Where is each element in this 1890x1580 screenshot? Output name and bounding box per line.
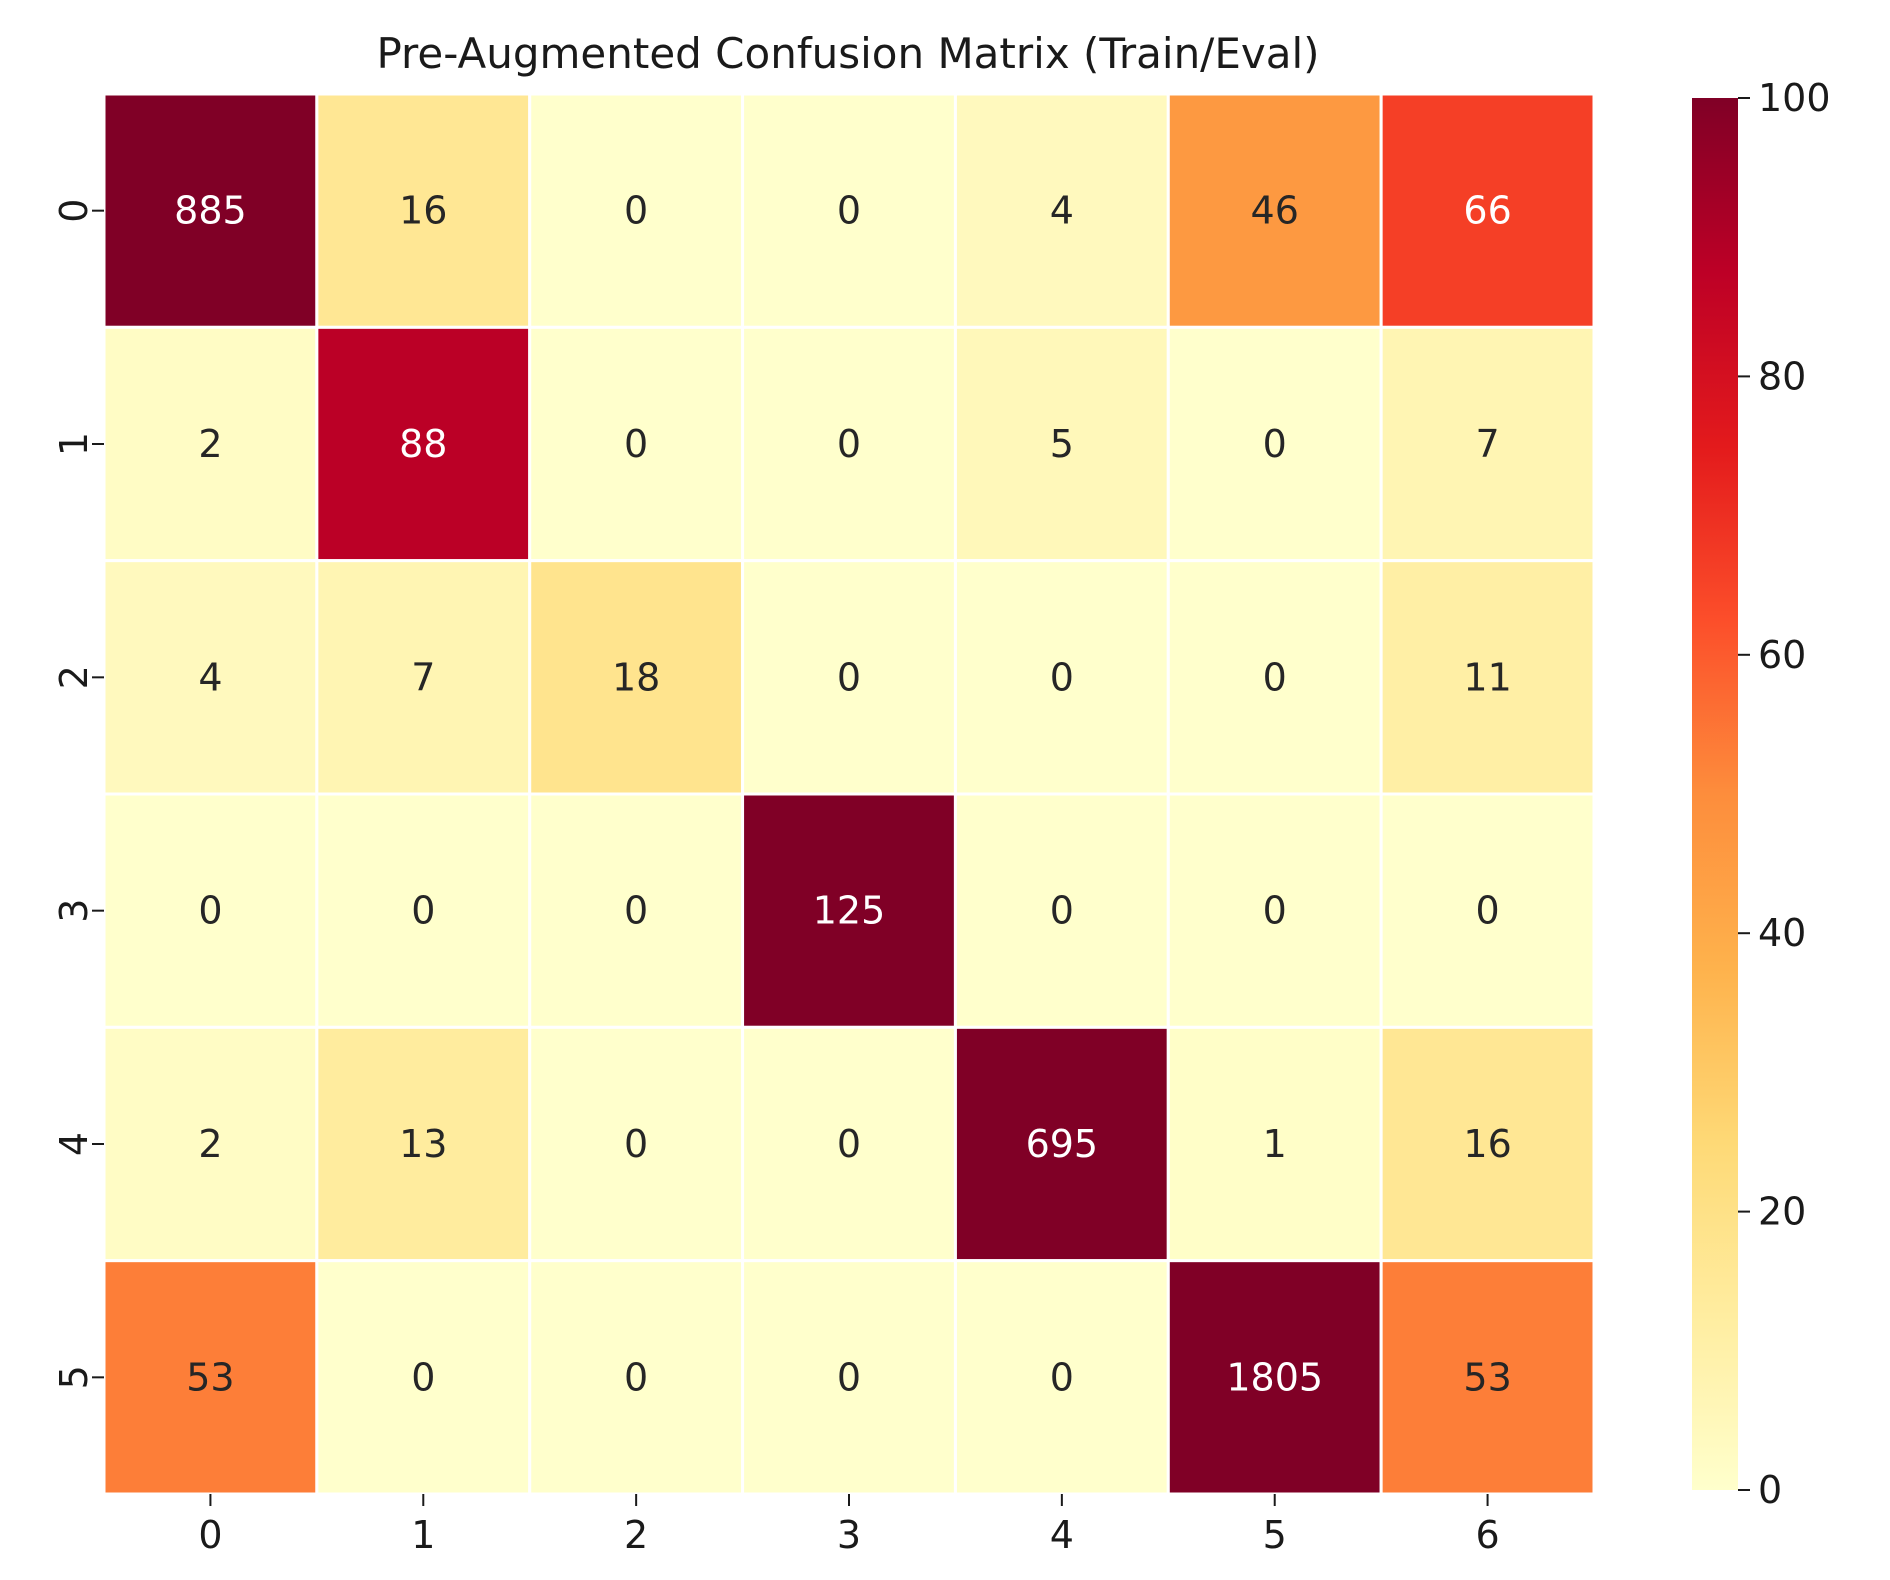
heatmap-cell-r1-c2: [528, 325, 745, 563]
cell-value-label: 0: [624, 1122, 648, 1166]
cell-value-label: 2: [198, 1122, 222, 1166]
cell-value-label: 2: [198, 422, 222, 466]
cell-value-label: 0: [624, 189, 648, 233]
cell-value-label: 0: [411, 1355, 435, 1399]
x-tick-label: 3: [837, 1513, 861, 1557]
heatmap-cell-r4-c2: [528, 1025, 745, 1263]
cell-value-label: 0: [837, 655, 861, 699]
cell-value-label: 0: [624, 1355, 648, 1399]
cell-value-label: 0: [1263, 422, 1287, 466]
cell-value-label: 18: [612, 655, 660, 699]
heatmap-cell-r0-c2: [528, 92, 745, 329]
heatmap-cell-r0-c0: [102, 92, 319, 329]
heatmap-cell-r0-c5: [1166, 92, 1383, 329]
cell-value-label: 13: [399, 1122, 447, 1166]
y-tick-label: 3: [52, 899, 96, 923]
heatmap-cell-r0-c4: [953, 92, 1170, 329]
cell-value-label: 0: [837, 422, 861, 466]
cell-value-label: 0: [837, 1122, 861, 1166]
heatmap-cell-r5-c1: [315, 1259, 532, 1496]
heatmap-cell-r5-c4: [953, 1259, 1170, 1496]
heatmap-cell-r3-c5: [1166, 792, 1383, 1029]
heatmap-cell-r5-c2: [528, 1259, 745, 1496]
cell-value-label: 88: [399, 422, 447, 466]
cell-value-label: 7: [411, 655, 435, 699]
heatmap-cell-r2-c5: [1166, 559, 1383, 796]
cell-value-label: 0: [837, 189, 861, 233]
x-tick-label: 6: [1475, 1513, 1499, 1557]
colorbar-ticks: 0 20 40 60 80 100: [1738, 76, 1831, 1512]
colorbar-tick-label: 80: [1758, 354, 1806, 398]
cell-value-label: 4: [1050, 189, 1074, 233]
cell-value-label: 1805: [1226, 1355, 1323, 1399]
cell-value-label: 11: [1463, 655, 1511, 699]
heatmap-cells: 885 16 0 0 4 46 66 2 88 0 0 5 0 7 4 7 18 0 0 0 11 0 0 0 125 0 0 0 2 1…: [102, 92, 1596, 1496]
cell-value-label: 0: [411, 889, 435, 933]
cell-value-label: 0: [1263, 889, 1287, 933]
cell-value-label: 0: [837, 1355, 861, 1399]
cell-value-label: 695: [1026, 1122, 1099, 1166]
heatmap-cell-r3-c1: [315, 792, 532, 1029]
cell-value-label: 5: [1050, 422, 1074, 466]
cell-value-label: 46: [1251, 189, 1299, 233]
heatmap-cell-r4-c6: [1379, 1025, 1596, 1263]
y-tick-label: 5: [52, 1365, 96, 1389]
y-tick-label: 0: [52, 199, 96, 223]
x-tick-label: 1: [411, 1513, 435, 1557]
colorbar-tick-label: 40: [1758, 911, 1806, 955]
cell-value-label: 53: [1463, 1355, 1511, 1399]
x-axis-ticks: 0 1 2 3 4 5 6: [198, 1494, 1500, 1557]
cell-value-label: 0: [1050, 889, 1074, 933]
heatmap-cell-r1-c6: [1379, 325, 1596, 563]
cell-value-label: 16: [399, 189, 447, 233]
y-axis-ticks: 0 1 2 3 4 5: [52, 199, 104, 1389]
colorbar-tick-label: 100: [1758, 76, 1831, 120]
y-tick-label: 1: [52, 432, 96, 456]
colorbar-tick-label: 60: [1758, 633, 1806, 677]
heatmap-cell-r0-c1: [315, 92, 532, 329]
heatmap-cell-r4-c0: [102, 1025, 319, 1263]
heatmap-cell-r2-c4: [953, 559, 1170, 796]
heatmap-cell-r2-c1: [315, 559, 532, 796]
x-tick-label: 4: [1050, 1513, 1074, 1557]
heatmap-cell-r2-c3: [741, 559, 957, 796]
cell-value-label: 0: [624, 422, 648, 466]
x-tick-label: 2: [624, 1513, 648, 1557]
heatmap-cell-r1-c5: [1166, 325, 1383, 563]
heatmap-cell-r3-c3: [741, 792, 957, 1029]
cell-value-label: 0: [198, 889, 222, 933]
cell-value-label: 7: [1475, 422, 1499, 466]
cell-value-label: 0: [1263, 655, 1287, 699]
cell-value-label: 53: [186, 1355, 234, 1399]
chart-title: Pre-Augmented Confusion Matrix (Train/Ev…: [376, 29, 1319, 78]
cell-value-label: 0: [1050, 1355, 1074, 1399]
colorbar: [1692, 98, 1738, 1490]
cell-value-label: 0: [1475, 889, 1499, 933]
heatmap-cell-r3-c6: [1379, 792, 1596, 1029]
heatmap-cell-r5-c0: [102, 1259, 319, 1496]
cell-value-label: 66: [1463, 189, 1511, 233]
cell-value-label: 16: [1463, 1122, 1511, 1166]
cell-value-label: 0: [1050, 655, 1074, 699]
cell-value-label: 885: [174, 189, 247, 233]
colorbar-tick-label: 0: [1758, 1468, 1782, 1512]
y-tick-label: 2: [52, 665, 96, 689]
heatmap-cell-r5-c6: [1379, 1259, 1596, 1496]
heatmap-cell-r0-c3: [741, 92, 957, 329]
heatmap-cell-r3-c0: [102, 792, 319, 1029]
cell-value-label: 0: [624, 889, 648, 933]
heatmap-cell-r2-c2: [528, 559, 745, 796]
cell-value-label: 125: [813, 889, 886, 933]
heatmap-cell-r5-c3: [741, 1259, 957, 1496]
heatmap-cell-r1-c4: [953, 325, 1170, 563]
x-tick-label: 0: [198, 1513, 222, 1557]
cell-value-label: 1: [1263, 1122, 1287, 1166]
y-tick-label: 4: [52, 1132, 96, 1156]
cell-value-label: 4: [198, 655, 222, 699]
heatmap-cell-r2-c6: [1379, 559, 1596, 796]
colorbar-tick-label: 20: [1758, 1190, 1806, 1234]
x-tick-label: 5: [1263, 1513, 1287, 1557]
